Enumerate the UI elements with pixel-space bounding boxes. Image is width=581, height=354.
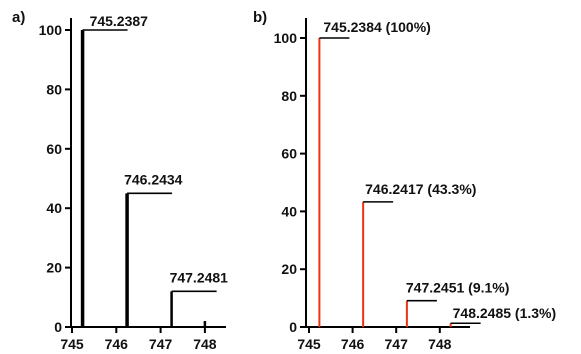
panel-label: b): [253, 9, 267, 26]
chart-panel-b: b) 0 20 40 60 80 100 745 746 747 748 745.2384 (100%…: [253, 9, 556, 352]
peak-label: 747.2481: [170, 269, 229, 285]
panel-label: a): [12, 9, 25, 26]
y-tick-label: 0: [54, 319, 62, 335]
x-tick-label: 748: [193, 336, 217, 352]
y-tick-label: 0: [289, 319, 297, 335]
y-tick-label: 40: [46, 200, 62, 216]
y-tick-label: 40: [281, 203, 297, 219]
x-tick-label: 745: [297, 336, 321, 352]
y-tick-label: 60: [46, 141, 62, 157]
x-tick-label: 748: [428, 336, 452, 352]
x-tick-label: 745: [60, 336, 84, 352]
peak-label: 748.2485 (1.3%): [453, 305, 557, 321]
peak-label: 745.2387: [90, 13, 149, 29]
x-tick-label: 746: [105, 336, 129, 352]
y-tick-label: 100: [274, 30, 298, 46]
peak-label: 745.2384 (100%): [323, 19, 430, 35]
y-tick-label: 80: [46, 81, 62, 97]
y-tick-label: 20: [281, 261, 297, 277]
y-tick-label: 20: [46, 260, 62, 276]
y-tick-label: 60: [281, 146, 297, 162]
peak-label: 747.2451 (9.1%): [406, 280, 510, 296]
y-tick-label: 80: [281, 88, 297, 104]
peak-label: 746.2417 (43.3%): [365, 181, 476, 197]
y-tick-label: 100: [39, 22, 63, 38]
x-tick-label: 747: [149, 336, 173, 352]
chart-panel-a: a) 0 20 40 60 80 100 745 746 747 748 745.2387 746.24…: [12, 9, 228, 352]
x-tick-label: 746: [341, 336, 365, 352]
x-tick-label: 747: [385, 336, 409, 352]
peak-label: 746.2434: [124, 171, 183, 187]
